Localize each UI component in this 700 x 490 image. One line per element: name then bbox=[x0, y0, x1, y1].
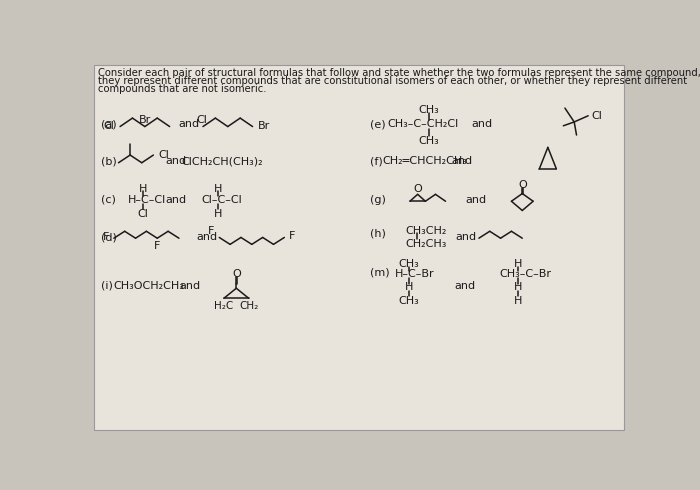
Text: CH₃OCH₂CH₃: CH₃OCH₂CH₃ bbox=[114, 281, 185, 291]
Text: H: H bbox=[513, 283, 522, 293]
Text: Cl–C–Cl: Cl–C–Cl bbox=[202, 195, 242, 205]
Text: Cl: Cl bbox=[138, 209, 148, 219]
Text: (m): (m) bbox=[370, 267, 390, 277]
Text: and: and bbox=[456, 232, 477, 243]
Text: Br: Br bbox=[139, 115, 151, 124]
Text: O: O bbox=[413, 184, 422, 194]
Text: CH₂═CHCH₂CH₃: CH₂═CHCH₂CH₃ bbox=[382, 156, 467, 166]
FancyBboxPatch shape bbox=[94, 65, 624, 430]
Text: Consider each pair of structural formulas that follow and state whether the two : Consider each pair of structural formula… bbox=[98, 68, 700, 78]
Text: CH₃–C–CH₂Cl: CH₃–C–CH₂Cl bbox=[387, 119, 458, 129]
Text: (i): (i) bbox=[102, 281, 113, 291]
Text: Cl: Cl bbox=[196, 115, 207, 124]
Text: ClCH₂CH(CH₃)₂: ClCH₂CH(CH₃)₂ bbox=[181, 156, 263, 166]
Text: H: H bbox=[214, 184, 222, 194]
Text: H–C–Br: H–C–Br bbox=[394, 270, 434, 279]
Text: (g): (g) bbox=[370, 195, 386, 205]
Text: F: F bbox=[208, 225, 215, 236]
Text: (d): (d) bbox=[102, 232, 118, 243]
Text: CH₃: CH₃ bbox=[418, 136, 439, 146]
Text: (b): (b) bbox=[102, 156, 117, 166]
Text: H: H bbox=[513, 259, 522, 270]
Text: (f): (f) bbox=[370, 156, 383, 166]
Text: and: and bbox=[471, 119, 492, 129]
Text: F: F bbox=[103, 232, 109, 243]
Text: CH₃CH₂: CH₃CH₂ bbox=[405, 225, 447, 236]
Text: they represent different compounds that are constitutional isomers of each other: they represent different compounds that … bbox=[98, 76, 687, 86]
Text: and: and bbox=[196, 232, 217, 243]
Text: CH₂: CH₂ bbox=[239, 301, 258, 311]
Text: and: and bbox=[178, 119, 199, 129]
Text: CH₂CH₃: CH₂CH₃ bbox=[405, 239, 447, 248]
Text: and: and bbox=[465, 195, 486, 205]
Text: CH₃–C–Br: CH₃–C–Br bbox=[500, 270, 552, 279]
Text: CH₃: CH₃ bbox=[418, 105, 439, 115]
Text: (c): (c) bbox=[102, 195, 116, 205]
Text: Br: Br bbox=[258, 121, 270, 131]
Text: (h): (h) bbox=[370, 229, 386, 239]
Text: O: O bbox=[232, 270, 241, 279]
Text: H: H bbox=[513, 295, 522, 306]
Text: F: F bbox=[154, 241, 160, 251]
Text: Cl: Cl bbox=[158, 150, 169, 160]
Text: F: F bbox=[289, 231, 295, 241]
Text: Cl: Cl bbox=[592, 111, 602, 121]
Text: H: H bbox=[214, 209, 222, 219]
Text: and: and bbox=[179, 281, 200, 291]
Text: H–C–Cl: H–C–Cl bbox=[128, 195, 166, 205]
Text: (e): (e) bbox=[370, 119, 386, 129]
Text: and: and bbox=[452, 156, 473, 166]
Text: CH₃: CH₃ bbox=[399, 259, 419, 270]
Text: (a): (a) bbox=[102, 119, 117, 129]
Text: and: and bbox=[165, 195, 186, 205]
Text: and: and bbox=[165, 156, 186, 166]
Text: H: H bbox=[139, 184, 148, 194]
Text: compounds that are not isomeric.: compounds that are not isomeric. bbox=[98, 84, 267, 94]
Text: Cl: Cl bbox=[104, 121, 115, 131]
Text: CH₃: CH₃ bbox=[399, 295, 419, 306]
Text: H: H bbox=[405, 283, 413, 293]
Text: H₂C: H₂C bbox=[214, 301, 234, 311]
Text: O: O bbox=[518, 180, 526, 190]
Text: and: and bbox=[454, 281, 475, 291]
